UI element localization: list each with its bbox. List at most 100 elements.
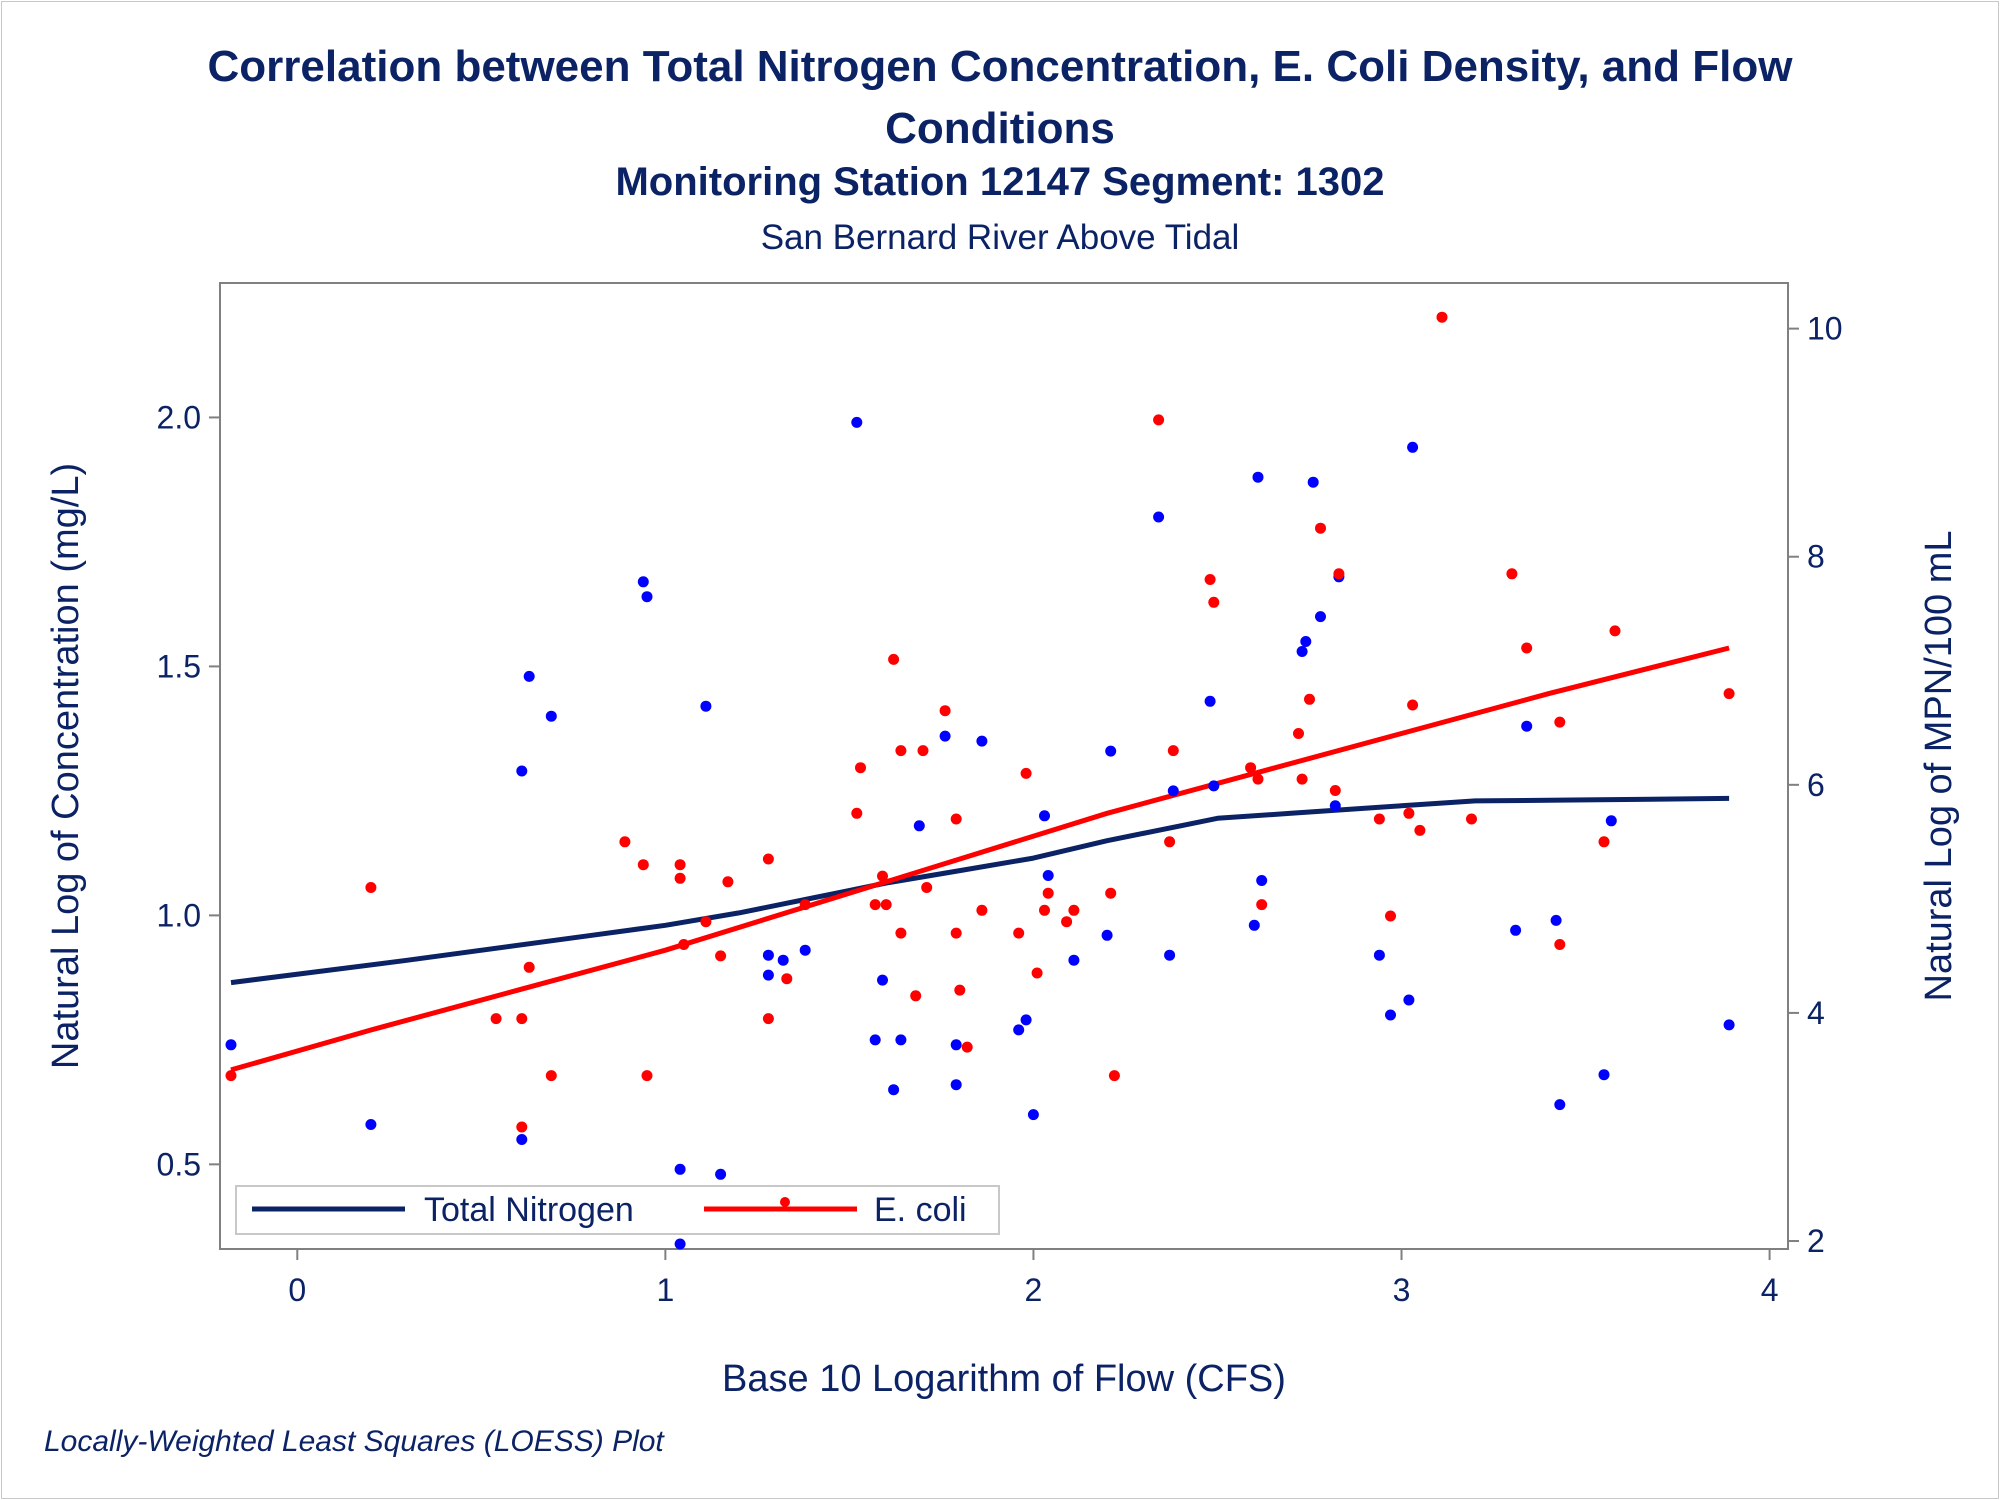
ecoli-point bbox=[1245, 762, 1257, 774]
ecoli-point bbox=[1373, 813, 1385, 825]
ecoli-point bbox=[700, 916, 712, 928]
ecoli-point bbox=[939, 705, 951, 717]
nitrogen-point bbox=[1315, 611, 1326, 623]
y-right-tick-label: 2 bbox=[1807, 1223, 1825, 1259]
y-axis-left: 0.5 1.0 1.5 2.0 bbox=[157, 399, 220, 1182]
nitrogen-point bbox=[545, 710, 557, 722]
nitrogen-point bbox=[1385, 1009, 1396, 1021]
nitrogen-point bbox=[762, 949, 774, 961]
ecoli-point bbox=[1333, 568, 1345, 580]
ecoli-point bbox=[1042, 887, 1054, 899]
ecoli-point bbox=[1315, 522, 1326, 534]
ecoli-point bbox=[1403, 807, 1415, 819]
ecoli-point bbox=[799, 899, 811, 911]
nitrogen-point bbox=[1208, 780, 1220, 792]
nitrogen-point bbox=[1605, 815, 1617, 827]
nitrogen-point bbox=[895, 1034, 907, 1046]
ecoli-point bbox=[1414, 824, 1426, 836]
y-right-tick-label: 8 bbox=[1807, 539, 1825, 575]
ecoli-point bbox=[895, 745, 907, 757]
nitrogen-point bbox=[1550, 914, 1562, 926]
ecoli-point bbox=[869, 899, 881, 911]
x-tick-label: 1 bbox=[656, 1272, 674, 1308]
loess-lines bbox=[230, 645, 1730, 1073]
y-right-tick-label: 4 bbox=[1807, 995, 1825, 1031]
nitrogen-point bbox=[762, 969, 774, 981]
ecoli-point bbox=[1436, 311, 1448, 323]
chart-title: Correlation between Total Nitrogen Conce… bbox=[0, 36, 2000, 160]
nitrogen-point bbox=[1403, 994, 1415, 1006]
ecoli-point bbox=[1167, 745, 1179, 757]
ecoli-point bbox=[950, 927, 962, 939]
nitrogen-point bbox=[637, 576, 649, 588]
nitrogen-loess-line bbox=[230, 795, 1730, 986]
ecoli-point bbox=[961, 1041, 973, 1053]
ecoli-point bbox=[1208, 596, 1220, 608]
ecoli-point bbox=[516, 1121, 528, 1133]
ecoli-point bbox=[880, 899, 892, 911]
ecoli-point bbox=[1061, 916, 1073, 928]
y-left-tick-label: 0.5 bbox=[157, 1146, 201, 1182]
ecoli-point bbox=[1252, 773, 1264, 785]
legend-nitrogen-label: Total Nitrogen bbox=[424, 1191, 634, 1229]
ecoli-point bbox=[1385, 910, 1396, 922]
ecoli-point bbox=[1304, 693, 1315, 705]
ecoli-point bbox=[1609, 625, 1621, 637]
ecoli-point bbox=[762, 1013, 774, 1025]
ecoli-point bbox=[1204, 574, 1216, 585]
ecoli-point bbox=[877, 870, 888, 882]
nitrogen-point bbox=[976, 735, 988, 747]
ecoli-point bbox=[722, 876, 734, 888]
ecoli-point bbox=[545, 1070, 557, 1082]
ecoli-point bbox=[1723, 688, 1735, 700]
nitrogen-point bbox=[869, 1034, 881, 1046]
nitrogen-point bbox=[225, 1039, 237, 1051]
y-axis-label-right: Natural Log of MPN/100 mL bbox=[1918, 530, 1960, 1001]
nitrogen-point bbox=[1598, 1069, 1610, 1081]
nitrogen-point bbox=[799, 944, 811, 956]
nitrogen-point bbox=[1039, 810, 1050, 822]
nitrogen-point bbox=[851, 416, 863, 428]
y-left-tick-label: 1.0 bbox=[157, 897, 201, 933]
nitrogen-point bbox=[674, 1238, 686, 1250]
x-axis-label: Base 10 Logarithm of Flow (CFS) bbox=[722, 1358, 1286, 1400]
nitrogen-point bbox=[1307, 476, 1319, 488]
ecoli-point bbox=[516, 1013, 528, 1025]
scatter-points bbox=[225, 311, 1735, 1250]
nitrogen-point bbox=[1167, 785, 1179, 797]
nitrogen-point bbox=[1373, 949, 1385, 961]
ecoli-point bbox=[855, 762, 866, 774]
ecoli-point bbox=[678, 939, 690, 950]
chart-title-line1: Correlation between Total Nitrogen Conce… bbox=[207, 42, 1793, 91]
nitrogen-point bbox=[516, 765, 528, 777]
nitrogen-point bbox=[950, 1039, 962, 1051]
ecoli-point bbox=[637, 859, 649, 871]
y-axis-right: 2 4 6 8 10 bbox=[1788, 311, 1843, 1259]
x-tick-label: 3 bbox=[1393, 1272, 1411, 1308]
ecoli-point bbox=[1031, 967, 1043, 979]
nitrogen-point bbox=[1248, 919, 1260, 931]
x-tick-label: 0 bbox=[288, 1272, 306, 1308]
nitrogen-point bbox=[1204, 695, 1216, 707]
nitrogen-point bbox=[365, 1119, 377, 1130]
ecoli-point bbox=[888, 653, 900, 665]
y-right-tick-label: 6 bbox=[1807, 767, 1825, 803]
nitrogen-point bbox=[1153, 511, 1165, 523]
ecoli-point bbox=[523, 961, 535, 973]
legend-ecoli-marker bbox=[780, 1197, 790, 1207]
ecoli-point bbox=[976, 904, 988, 916]
nitrogen-point bbox=[1101, 929, 1113, 941]
nitrogen-point bbox=[523, 670, 535, 682]
nitrogen-point bbox=[1164, 949, 1176, 961]
nitrogen-point bbox=[1027, 1109, 1039, 1121]
ecoli-point bbox=[225, 1070, 237, 1082]
nitrogen-point bbox=[641, 591, 653, 603]
nitrogen-point bbox=[1105, 745, 1117, 757]
ecoli-point bbox=[365, 882, 377, 893]
nitrogen-point bbox=[1300, 636, 1312, 647]
y-left-tick-label: 2.0 bbox=[157, 399, 201, 435]
nitrogen-point bbox=[1256, 875, 1268, 886]
ecoli-point bbox=[641, 1070, 653, 1082]
